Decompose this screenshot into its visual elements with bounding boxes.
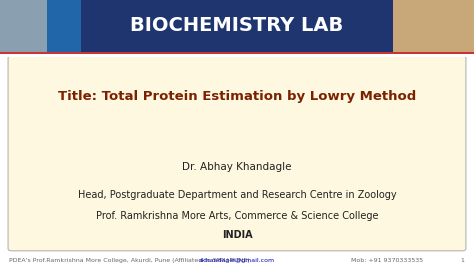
Text: Prof. Ramkrishna More Arts, Commerce & Science College: Prof. Ramkrishna More Arts, Commerce & S… bbox=[96, 211, 378, 221]
Text: BIOCHEMISTRY LAB: BIOCHEMISTRY LAB bbox=[130, 16, 344, 35]
Bar bbox=[0, 0, 90, 52]
FancyBboxPatch shape bbox=[8, 56, 466, 251]
Text: PDEA's Prof.Ramkrishna More College, Akurdi, Pune (Affiliated to SPPU-PUNE): PDEA's Prof.Ramkrishna More College, Aku… bbox=[9, 258, 250, 263]
Text: Head, Postgraduate Department and Research Centre in Zoology: Head, Postgraduate Department and Resear… bbox=[78, 190, 396, 200]
Bar bbox=[0, 54, 474, 57]
Bar bbox=[384, 0, 474, 52]
Text: INDIA: INDIA bbox=[222, 230, 252, 240]
Bar bbox=[0, 52, 474, 54]
Bar bbox=[81, 0, 393, 52]
Text: 1: 1 bbox=[461, 258, 465, 263]
Text: Dr. Abhay Khandagle: Dr. Abhay Khandagle bbox=[182, 162, 292, 172]
Text: Title: Total Protein Estimation by Lowry Method: Title: Total Protein Estimation by Lowry… bbox=[58, 90, 416, 103]
Bar bbox=[47, 0, 90, 52]
Text: Mob: +91 9370333535: Mob: +91 9370333535 bbox=[351, 258, 423, 263]
Text: akhandagle@gmail.com: akhandagle@gmail.com bbox=[199, 258, 275, 263]
